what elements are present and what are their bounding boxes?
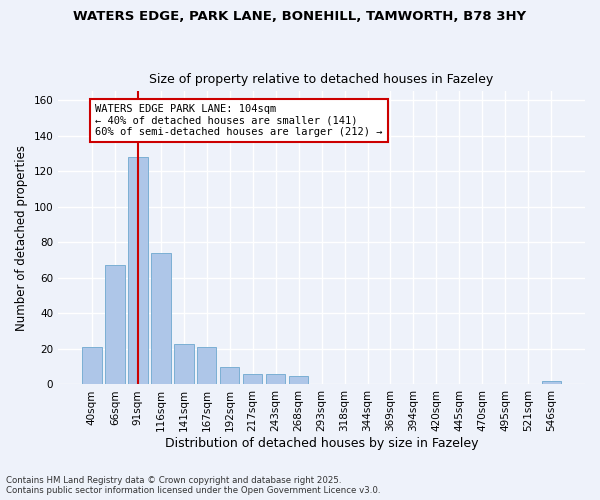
X-axis label: Distribution of detached houses by size in Fazeley: Distribution of detached houses by size … <box>165 437 478 450</box>
Title: Size of property relative to detached houses in Fazeley: Size of property relative to detached ho… <box>149 73 494 86</box>
Bar <box>542 381 561 384</box>
Text: WATERS EDGE, PARK LANE, BONEHILL, TAMWORTH, B78 3HY: WATERS EDGE, PARK LANE, BONEHILL, TAMWOR… <box>73 10 527 23</box>
Bar <box>174 344 194 384</box>
Text: WATERS EDGE PARK LANE: 104sqm
← 40% of detached houses are smaller (141)
60% of : WATERS EDGE PARK LANE: 104sqm ← 40% of d… <box>95 104 383 137</box>
Bar <box>220 366 239 384</box>
Bar <box>82 347 101 385</box>
Bar <box>197 347 217 385</box>
Text: Contains HM Land Registry data © Crown copyright and database right 2025.
Contai: Contains HM Land Registry data © Crown c… <box>6 476 380 495</box>
Bar <box>289 376 308 384</box>
Bar <box>128 157 148 384</box>
Bar <box>266 374 286 384</box>
Y-axis label: Number of detached properties: Number of detached properties <box>15 145 28 331</box>
Bar <box>105 266 125 384</box>
Bar <box>243 374 262 384</box>
Bar <box>151 253 170 384</box>
